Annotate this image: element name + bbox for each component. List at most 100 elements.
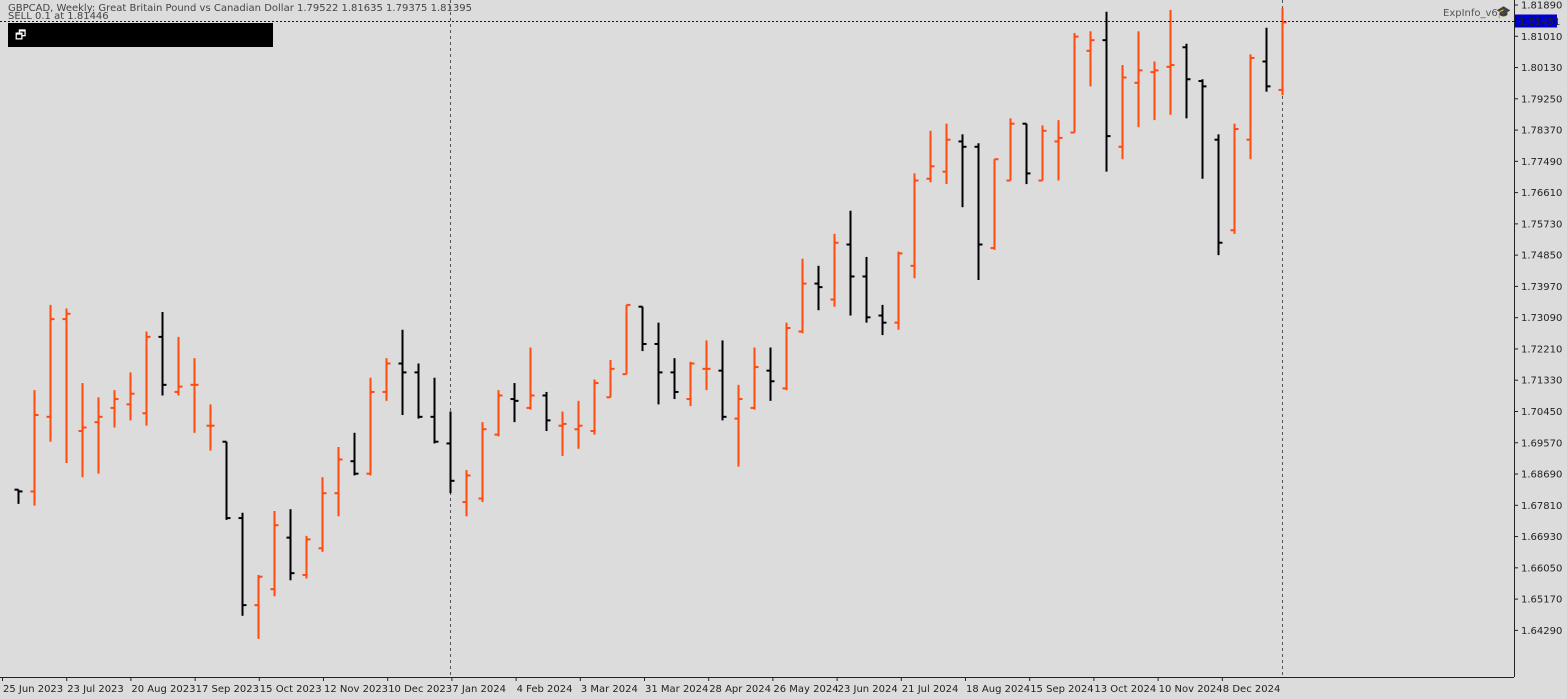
- x-tick-label: 15 Sep 2024: [1030, 684, 1093, 695]
- graduation-cap-icon: 🎓: [1496, 5, 1511, 19]
- x-tick-label: 13 Oct 2024: [1094, 684, 1156, 695]
- ohlc-bar: [462, 470, 471, 517]
- x-tick-label: 26 May 2024: [773, 684, 838, 695]
- x-tick-label: 17 Sep 2023: [196, 684, 259, 695]
- ohlc-bar: [1006, 118, 1015, 182]
- y-tick-label: 1.71330: [1521, 376, 1562, 387]
- ohlc-bar: [558, 411, 567, 456]
- y-tick-label: 1.80130: [1521, 63, 1562, 74]
- ohlc-bar: [782, 322, 791, 391]
- one-click-trading-panel[interactable]: 🗗: [8, 23, 273, 47]
- ohlc-bar: [942, 123, 951, 185]
- ohlc-bar: [750, 347, 759, 410]
- ohlc-bar: [398, 329, 407, 416]
- ohlc-bar: [286, 509, 295, 581]
- ohlc-bar: [1230, 123, 1239, 234]
- ohlc-bar: [814, 265, 823, 311]
- x-tick-label: 23 Jun 2024: [838, 684, 898, 695]
- price-axis: 1.81890 1.81010 1.80130 1.79250 1.78370 1.774…: [1514, 1, 1562, 637]
- ohlc-bar: [366, 377, 375, 476]
- ohlc-bar: [1070, 33, 1079, 134]
- ohlc-bar: [1054, 120, 1063, 181]
- ohlc-bar: [734, 384, 743, 467]
- ohlc-bar: [1102, 11, 1111, 172]
- symbol-info-line: GBPCAD, Weekly: Great Britain Pound vs C…: [8, 3, 472, 14]
- y-tick-label: 1.66050: [1521, 563, 1562, 574]
- x-tick-label: 12 Nov 2023: [324, 684, 388, 695]
- ohlc-bar: [622, 303, 631, 376]
- ohlc-bar: [94, 397, 103, 474]
- x-tick-label: 31 Mar 2024: [645, 684, 708, 695]
- x-tick-label: 28 Apr 2024: [709, 684, 771, 695]
- ohlc-bar: [78, 383, 87, 478]
- ohlc-bar: [926, 130, 935, 183]
- y-tick-label: 1.64290: [1521, 626, 1562, 637]
- x-tick-label: 18 Aug 2024: [966, 684, 1030, 695]
- ohlc-bar: [958, 134, 967, 208]
- ohlc-bar: [270, 510, 279, 597]
- ohlc-bar: [478, 422, 487, 503]
- ohlc-bar: [334, 447, 343, 517]
- ohlc-bar: [1262, 27, 1271, 92]
- x-tick-label: 15 Oct 2023: [260, 684, 322, 695]
- x-tick-label: 20 Aug 2023: [131, 684, 195, 695]
- restore-window-icon[interactable]: 🗗: [15, 28, 27, 42]
- y-tick-label: 1.75730: [1521, 219, 1562, 230]
- y-tick-label: 1.78370: [1521, 126, 1562, 137]
- ohlc-bar: [686, 361, 695, 407]
- ohlc-bar: [126, 372, 135, 421]
- ohlc-bar: [494, 390, 503, 437]
- y-tick-label: 1.74850: [1521, 251, 1562, 262]
- ohlc-bar: [254, 574, 263, 639]
- ohlc-bar: [718, 340, 727, 421]
- ohlc-bar: [238, 512, 247, 616]
- ohlc-bar: [798, 258, 807, 334]
- y-tick-label: 1.81890: [1521, 1, 1562, 12]
- ohlc-bar: [1086, 31, 1095, 87]
- ohlc-bar: [862, 256, 871, 323]
- ohlc-bar: [30, 390, 39, 506]
- ohlc-bar: [510, 383, 519, 423]
- ohlc-bar: [1182, 43, 1191, 119]
- ohlc-bar: [1118, 65, 1127, 160]
- indicator-label: ExpInfo_v6: [1443, 8, 1498, 19]
- ohlc-bar: [1198, 79, 1207, 179]
- y-tick-label: 1.69570: [1521, 438, 1562, 449]
- x-tick-label: 8 Dec 2024: [1223, 684, 1281, 695]
- ohlc-bar: [846, 210, 855, 316]
- ohlc-bars: [14, 8, 1287, 639]
- x-tick-label: 3 Mar 2024: [581, 684, 638, 695]
- ohlc-bar: [414, 363, 423, 419]
- current-price-tag-text: 1.81451: [1519, 17, 1560, 28]
- y-tick-label: 1.77490: [1521, 157, 1562, 168]
- ohlc-bar: [894, 251, 903, 330]
- ohlc-bar: [526, 347, 535, 410]
- ohlc-bar: [190, 358, 199, 433]
- x-tick-label: 23 Jul 2023: [67, 684, 124, 695]
- ohlc-bar: [302, 535, 311, 579]
- y-tick-label: 1.68690: [1521, 470, 1562, 481]
- open-trade-line: SELL 0.1 at 1.81446: [8, 11, 109, 22]
- y-tick-label: 1.76610: [1521, 188, 1562, 199]
- ohlc-bar: [158, 311, 167, 396]
- ohlc-bar: [1278, 8, 1287, 96]
- time-axis: 25 Jun 2023 23 Jul 2023 20 Aug 2023 17 Sep …: [2, 677, 1281, 695]
- ohlc-bar: [46, 304, 55, 442]
- y-tick-label: 1.67810: [1521, 501, 1562, 512]
- ohlc-bar: [606, 359, 615, 399]
- ohlc-bar: [350, 432, 359, 476]
- ohlc-bar: [14, 488, 23, 504]
- ohlc-bar: [910, 173, 919, 279]
- ohlc-bar: [1022, 122, 1031, 185]
- ohlc-bar: [830, 233, 839, 307]
- ohlc-bar: [638, 305, 647, 352]
- x-tick-label: 21 Jul 2024: [902, 684, 959, 695]
- y-tick-label: 1.73090: [1521, 313, 1562, 324]
- ohlc-bar: [1214, 134, 1223, 256]
- ohlc-bar: [382, 358, 391, 401]
- x-tick-label: 10 Nov 2024: [1159, 684, 1223, 695]
- ohlc-bar: [574, 400, 583, 449]
- ohlc-bar: [206, 404, 215, 451]
